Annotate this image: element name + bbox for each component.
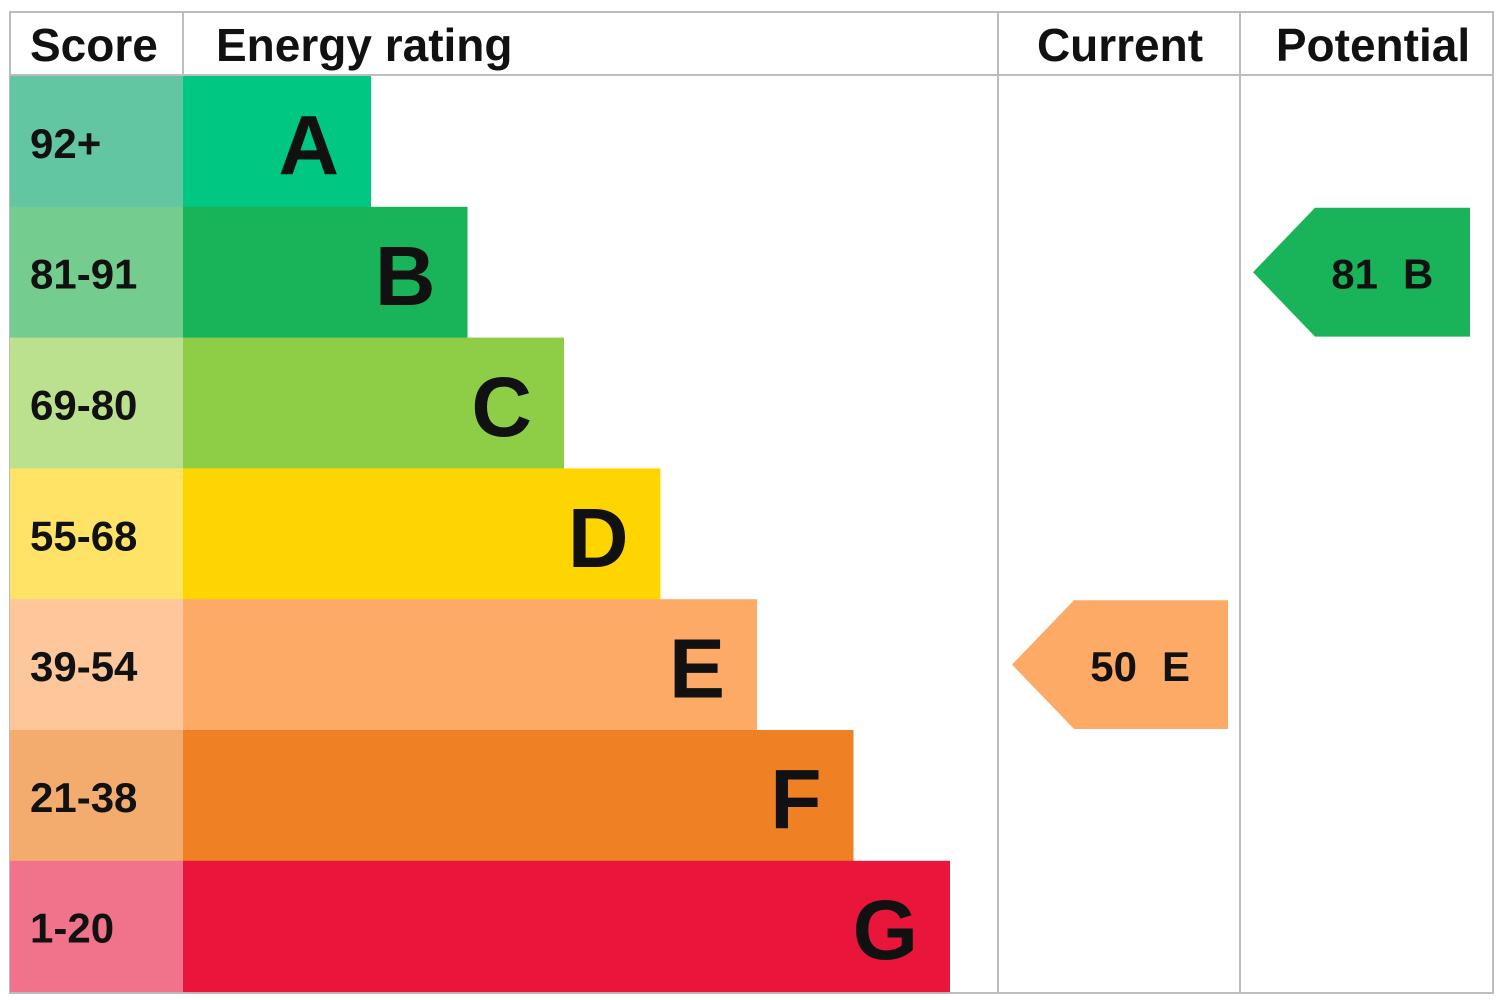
potential-score: 81: [1331, 251, 1378, 298]
rating-bar: [183, 730, 854, 862]
current-score: 50: [1090, 643, 1137, 690]
potential-rating-arrow: [1253, 207, 1470, 337]
rating-bar: [183, 76, 371, 208]
header-current: Current: [1037, 19, 1203, 71]
score-cell: [10, 337, 183, 469]
rating-bar: [183, 599, 757, 731]
header-potential: Potential: [1276, 19, 1470, 71]
score-cell: [10, 599, 183, 731]
rating-letter: A: [278, 98, 339, 192]
score-cell: [10, 76, 183, 208]
header-score: Score: [30, 19, 158, 71]
rating-bar: [183, 468, 661, 600]
rating-bar: [183, 860, 950, 993]
score-range: 55-68: [30, 512, 137, 559]
current-rating: E: [1162, 643, 1190, 690]
potential-rating: B: [1403, 251, 1433, 298]
score-cell: [10, 730, 183, 862]
score-range: 1-20: [30, 905, 114, 952]
rating-bar: [183, 337, 564, 469]
score-range: 81-91: [30, 251, 137, 298]
rating-letter: C: [471, 360, 532, 454]
score-range: 39-54: [30, 643, 138, 690]
rating-letter: G: [853, 883, 918, 977]
rating-letter: F: [770, 752, 821, 846]
score-range: 69-80: [30, 382, 137, 429]
score-range: 21-38: [30, 774, 137, 821]
score-range: 92+: [30, 120, 101, 167]
header-energy-rating: Energy rating: [216, 19, 513, 71]
rating-bar: [183, 206, 468, 339]
score-cell: [10, 860, 183, 993]
rating-letter: B: [375, 229, 436, 323]
score-cell: [10, 206, 183, 339]
score-cell: [10, 468, 183, 600]
rating-letter: D: [568, 491, 629, 585]
current-rating-arrow: [1012, 600, 1228, 729]
rating-letter: E: [669, 622, 725, 716]
